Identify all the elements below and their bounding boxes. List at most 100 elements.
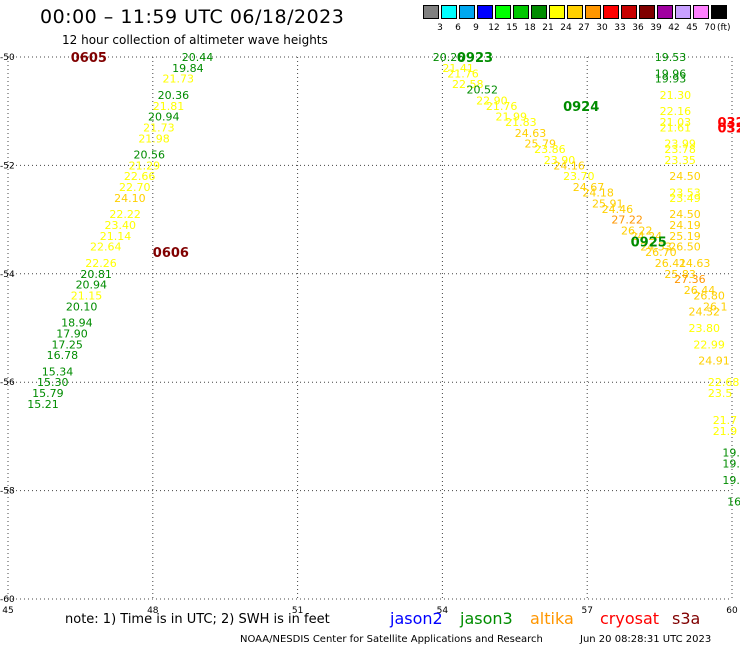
lon-tick-label: 60 — [726, 606, 738, 616]
page-title: 00:00 – 11:59 UTC 06/18/2023 — [40, 6, 345, 28]
legend-swatch — [459, 5, 475, 19]
wave-height-point: 26.22 — [621, 224, 653, 237]
wave-height-point: 22.90 — [476, 94, 508, 107]
track-time-label: 0606 — [153, 246, 189, 261]
wave-height-point: 27.36 — [674, 273, 706, 286]
wave-height-point: 24.46 — [602, 203, 634, 216]
legend-label: 21 — [542, 23, 554, 33]
wave-height-point: 23.35 — [664, 154, 696, 167]
wave-height-point: 24.53 — [640, 241, 672, 254]
legend-swatch — [531, 5, 547, 19]
lat-tick-label: -54 — [0, 270, 15, 280]
legend-swatch — [513, 5, 529, 19]
wave-height-point: 19.96 — [655, 67, 687, 80]
page-subtitle: 12 hour collection of altimeter wave hei… — [62, 33, 328, 47]
wave-height-point: 21.73 — [143, 121, 175, 134]
legend-label: 30 — [596, 23, 608, 33]
wave-height-point: 20.52 — [467, 84, 499, 97]
wave-height-point: 16. — [727, 495, 740, 508]
legend-swatch — [495, 5, 511, 19]
wave-height-point: 21.15 — [71, 289, 103, 302]
satellite-label: s3a — [672, 609, 701, 628]
legend-swatch — [693, 5, 709, 19]
wave-height-point: 20.44 — [182, 51, 214, 64]
wave-height-point: 26.1 — [703, 300, 728, 313]
wave-height-point: 25.79 — [524, 138, 556, 151]
wave-height-point: 23.99 — [664, 138, 696, 151]
wave-height-point: 17.25 — [51, 338, 83, 351]
wave-height-point: 19.84 — [172, 62, 204, 75]
track-time-label: 0605 — [71, 51, 107, 66]
legend-label: 18 — [524, 23, 536, 33]
satellite-label: jason3 — [460, 609, 513, 628]
lat-tick-label: -50 — [0, 53, 15, 63]
wave-height-point: 19.7 — [722, 447, 740, 460]
wave-height-point: 23.53 — [669, 187, 701, 200]
legend-label: 39 — [650, 23, 662, 33]
legend-label: 15 — [506, 23, 518, 33]
legend-label: 33 — [614, 23, 626, 33]
wave-height-point: 21.98 — [138, 132, 170, 145]
wave-height-point: 21.41 — [442, 62, 474, 75]
wave-height-point: 26.41 — [655, 257, 687, 270]
lon-tick-label: 57 — [581, 606, 592, 616]
wave-height-point: 18.94 — [61, 317, 93, 330]
satellite-label: jason2 — [390, 609, 443, 628]
wave-height-point: 21.29 — [129, 159, 161, 172]
wave-height-point: 20.81 — [80, 268, 112, 281]
legend-label: 36 — [632, 23, 644, 33]
wave-height-point: 21.99 — [495, 111, 527, 124]
wave-height-point: 24.24 — [631, 230, 663, 243]
wave-height-point: 23.90 — [544, 154, 576, 167]
wave-height-point: 23.80 — [689, 322, 721, 335]
wave-height-point: 23.5 — [708, 387, 733, 400]
wave-height-point: 24.50 — [669, 170, 701, 183]
map-tick-labels: 45 48 51 54 57 60 -50 -52 -54 -56 -58 -60 — [0, 53, 738, 616]
wave-height-point: 21.76 — [486, 100, 517, 113]
wave-height-point: 22.58 — [452, 78, 484, 91]
wave-height-point: 20.10 — [66, 300, 98, 313]
wave-height-point: 22.26 — [85, 257, 117, 270]
wave-height-point: 23.70 — [563, 170, 595, 183]
legend-swatch — [477, 5, 493, 19]
legend-swatch — [603, 5, 619, 19]
wave-height-point: 25.83 — [664, 268, 696, 281]
wave-height-point: 24.10 — [114, 192, 146, 205]
wave-height-point: 23.49 — [669, 192, 701, 205]
wave-height-point: 27.22 — [611, 214, 643, 227]
wave-height-point: 25.19 — [669, 230, 701, 243]
wave-height-point: 24.63 — [679, 257, 711, 270]
wave-height-points: 20.4419.8421.7320.3621.8120.9421.7321.98… — [27, 51, 740, 508]
legend-swatch — [423, 5, 439, 19]
wave-height-point: 23.78 — [664, 143, 696, 156]
wave-height-point: 21.7 — [713, 414, 738, 427]
wave-height-point: 16.78 — [47, 349, 79, 362]
wave-height-point: 24.16 — [553, 159, 585, 172]
wave-height-point: 20.94 — [148, 111, 180, 124]
footer-note: note: 1) Time is in UTC; 2) SWH is in fe… — [65, 612, 330, 627]
legend-label: 27 — [578, 23, 590, 33]
legend-unit: (ft) — [717, 23, 731, 33]
wave-height-point: 24.18 — [582, 187, 614, 200]
wave-height-point: 19.2 — [722, 458, 740, 471]
legend-swatch — [585, 5, 601, 19]
legend-swatch — [639, 5, 655, 19]
legend-swatch — [675, 5, 691, 19]
lon-tick-label: 48 — [147, 606, 159, 616]
legend-swatch — [621, 5, 637, 19]
lat-tick-label: -56 — [0, 378, 15, 388]
credit-text: NOAA/NESDIS Center for Satellite Applica… — [240, 634, 543, 645]
track-time-label: 0924 — [563, 100, 599, 115]
wave-height-point: 23.40 — [105, 219, 136, 232]
wave-height-point: 20.94 — [76, 279, 108, 292]
wave-height-point: 23.86 — [534, 143, 566, 156]
wave-height-point: 21.61 — [660, 121, 692, 134]
wave-height-point: 22.99 — [693, 338, 725, 351]
legend-swatch — [657, 5, 673, 19]
lon-tick-label: 54 — [437, 606, 449, 616]
track-time-label: 0923 — [457, 51, 493, 66]
lat-tick-label: -52 — [0, 161, 15, 171]
map-grid — [7, 56, 733, 600]
wave-height-point: 22.16 — [660, 105, 692, 118]
